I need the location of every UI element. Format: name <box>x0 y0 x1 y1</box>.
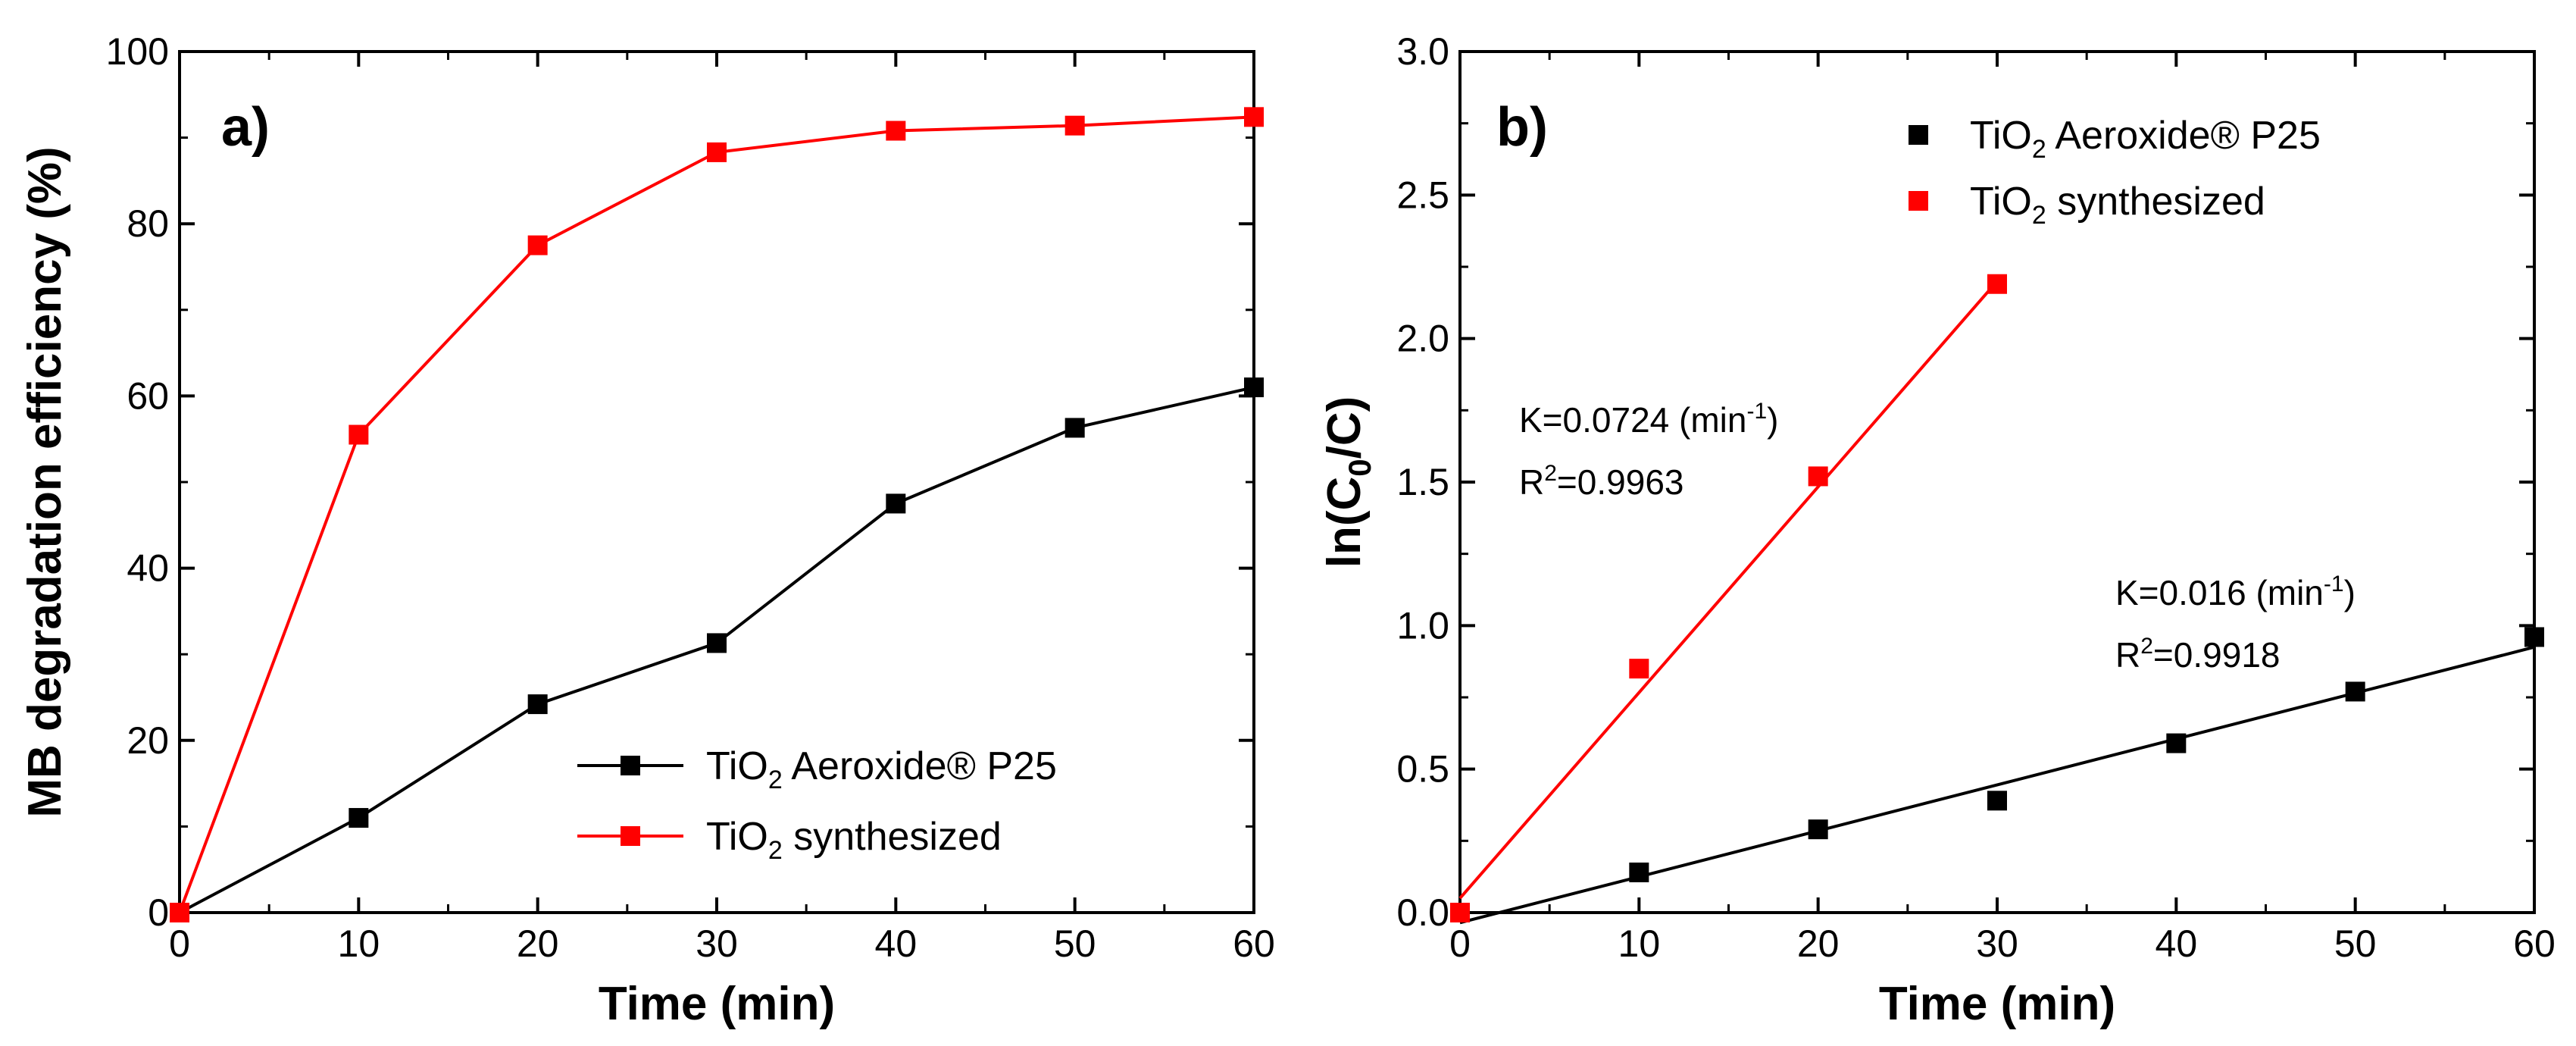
legend-marker-a-p25 <box>621 756 640 775</box>
data-point-b-p25 <box>1808 819 1828 840</box>
legend-label-b-p25: TiO2 Aeroxide® P25 <box>1970 114 2321 164</box>
series-group-a <box>170 107 1264 922</box>
data-point-a-synth <box>170 903 189 922</box>
x-tick-label-b: 30 <box>1976 922 2018 965</box>
x-tick-label-a: 30 <box>696 922 738 965</box>
y-tick-label-b: 1.5 <box>1396 461 1449 503</box>
fit-annotation-synth: K=0.0724 (min-1) R2=0.9963 <box>1519 399 1778 502</box>
x-tick-label-a: 60 <box>1233 922 1275 965</box>
x-tick-label-a: 40 <box>875 922 918 965</box>
x-tick-label-b: 20 <box>1797 922 1840 965</box>
y-axis-label-a: MB degradation efficiency (%) <box>19 146 71 817</box>
y-tick-label-a: 40 <box>127 547 169 590</box>
legend-entry-a-synth: TiO2 synthesized <box>577 815 1002 865</box>
x-axis-label-a: Time (min) <box>599 978 835 1030</box>
data-point-b-synth <box>1808 466 1828 487</box>
data-point-a-synth <box>1064 115 1085 136</box>
x-tick-label-b: 10 <box>1618 922 1661 965</box>
y-tick-label-b: 2.0 <box>1396 318 1449 360</box>
chart-panel-b: 0 10 20 30 40 50 60 0.0 0.5 1.0 1.5 2.0 2.5 3.0 b) Ti… <box>1318 30 2556 1030</box>
data-point-b-synth <box>1450 903 1470 922</box>
y-tick-label-b: 1.0 <box>1396 604 1449 647</box>
y-tick-label-a: 80 <box>127 202 169 245</box>
rate-constant-p25: K=0.016 (min-1) <box>2115 572 2356 612</box>
x-tick-label-a: 0 <box>169 922 190 965</box>
y-tick-label-a: 100 <box>106 30 169 73</box>
legend-entry-b-p25: TiO2 Aeroxide® P25 <box>1909 114 2321 164</box>
fit-annotation-p25: K=0.016 (min-1) R2=0.9918 <box>2115 572 2356 675</box>
x-tick-label-a: 10 <box>338 922 380 965</box>
r-squared-synth: R2=0.9963 <box>1519 461 1683 502</box>
data-point-b-p25 <box>1629 862 1649 882</box>
x-tick-label-a: 20 <box>517 922 559 965</box>
data-point-a-synth <box>707 142 727 162</box>
x-tick-label-b: 60 <box>2513 922 2556 965</box>
x-axis-label-b: Time (min) <box>1879 978 2115 1030</box>
axis-ticks-a: 0 10 20 30 40 50 60 0 20 40 60 80 100 <box>106 30 1275 965</box>
data-point-a-p25 <box>886 493 906 514</box>
rate-constant-synth: K=0.0724 (min-1) <box>1519 399 1778 440</box>
data-point-a-p25 <box>349 808 369 828</box>
legend-a: TiO2 Aeroxide® P25 TiO2 synthesized <box>577 744 1057 865</box>
y-tick-label-b: 0.0 <box>1396 891 1449 934</box>
y-tick-label-b: 0.5 <box>1396 748 1449 791</box>
y-tick-label-a: 60 <box>127 374 169 417</box>
y-tick-label-b: 3.0 <box>1396 30 1449 73</box>
data-point-a-synth <box>1244 107 1264 127</box>
data-point-a-synth <box>527 235 548 255</box>
y-tick-label-a: 0 <box>148 891 169 934</box>
series-group-b <box>1450 274 2544 925</box>
data-point-b-synth <box>1629 659 1649 679</box>
data-point-a-p25 <box>1244 377 1264 398</box>
y-tick-label-a: 20 <box>127 719 169 762</box>
fit-line-b-synth <box>1458 280 1999 900</box>
legend-label-a-p25: TiO2 Aeroxide® P25 <box>706 744 1057 794</box>
legend-entry-a-p25: TiO2 Aeroxide® P25 <box>577 744 1057 794</box>
data-point-a-p25 <box>527 694 548 715</box>
panel-label-a: a) <box>221 97 270 158</box>
series-line-a-synth <box>178 115 1255 913</box>
data-point-a-p25 <box>1064 418 1085 438</box>
legend-label-a-synth: TiO2 synthesized <box>706 815 1002 865</box>
data-point-a-synth <box>886 121 906 141</box>
legend-label-b-synth: TiO2 synthesized <box>1970 180 2265 230</box>
data-point-a-p25 <box>707 633 727 653</box>
panel-label-b: b) <box>1496 97 1548 158</box>
axis-ticks-b: 0 10 20 30 40 50 60 0.0 0.5 1.0 1.5 2.0 2.5 3.0 <box>1396 30 2555 965</box>
y-tick-label-b: 2.5 <box>1396 174 1449 216</box>
data-point-b-p25 <box>2524 627 2544 647</box>
legend-marker-b-p25 <box>1909 125 1928 145</box>
x-tick-label-b: 50 <box>2334 922 2377 965</box>
legend-b: TiO2 Aeroxide® P25 TiO2 synthesized <box>1909 114 2321 230</box>
y-axis-label-b: ln(C0/C) <box>1318 396 1377 568</box>
data-point-b-p25 <box>2345 681 2365 702</box>
x-tick-label-b: 0 <box>1449 922 1471 965</box>
data-point-b-p25 <box>2166 733 2187 753</box>
x-tick-label-b: 40 <box>2156 922 2198 965</box>
fit-line-b-p25 <box>1459 645 2535 925</box>
legend-entry-b-synth: TiO2 synthesized <box>1909 180 2265 230</box>
x-tick-label-a: 50 <box>1054 922 1096 965</box>
legend-marker-a-synth <box>621 826 640 846</box>
data-point-a-synth <box>349 424 369 445</box>
r-squared-p25: R2=0.9918 <box>2115 634 2280 675</box>
legend-marker-b-synth <box>1909 191 1928 211</box>
data-point-b-p25 <box>1987 791 2007 811</box>
data-point-b-synth <box>1987 274 2007 294</box>
